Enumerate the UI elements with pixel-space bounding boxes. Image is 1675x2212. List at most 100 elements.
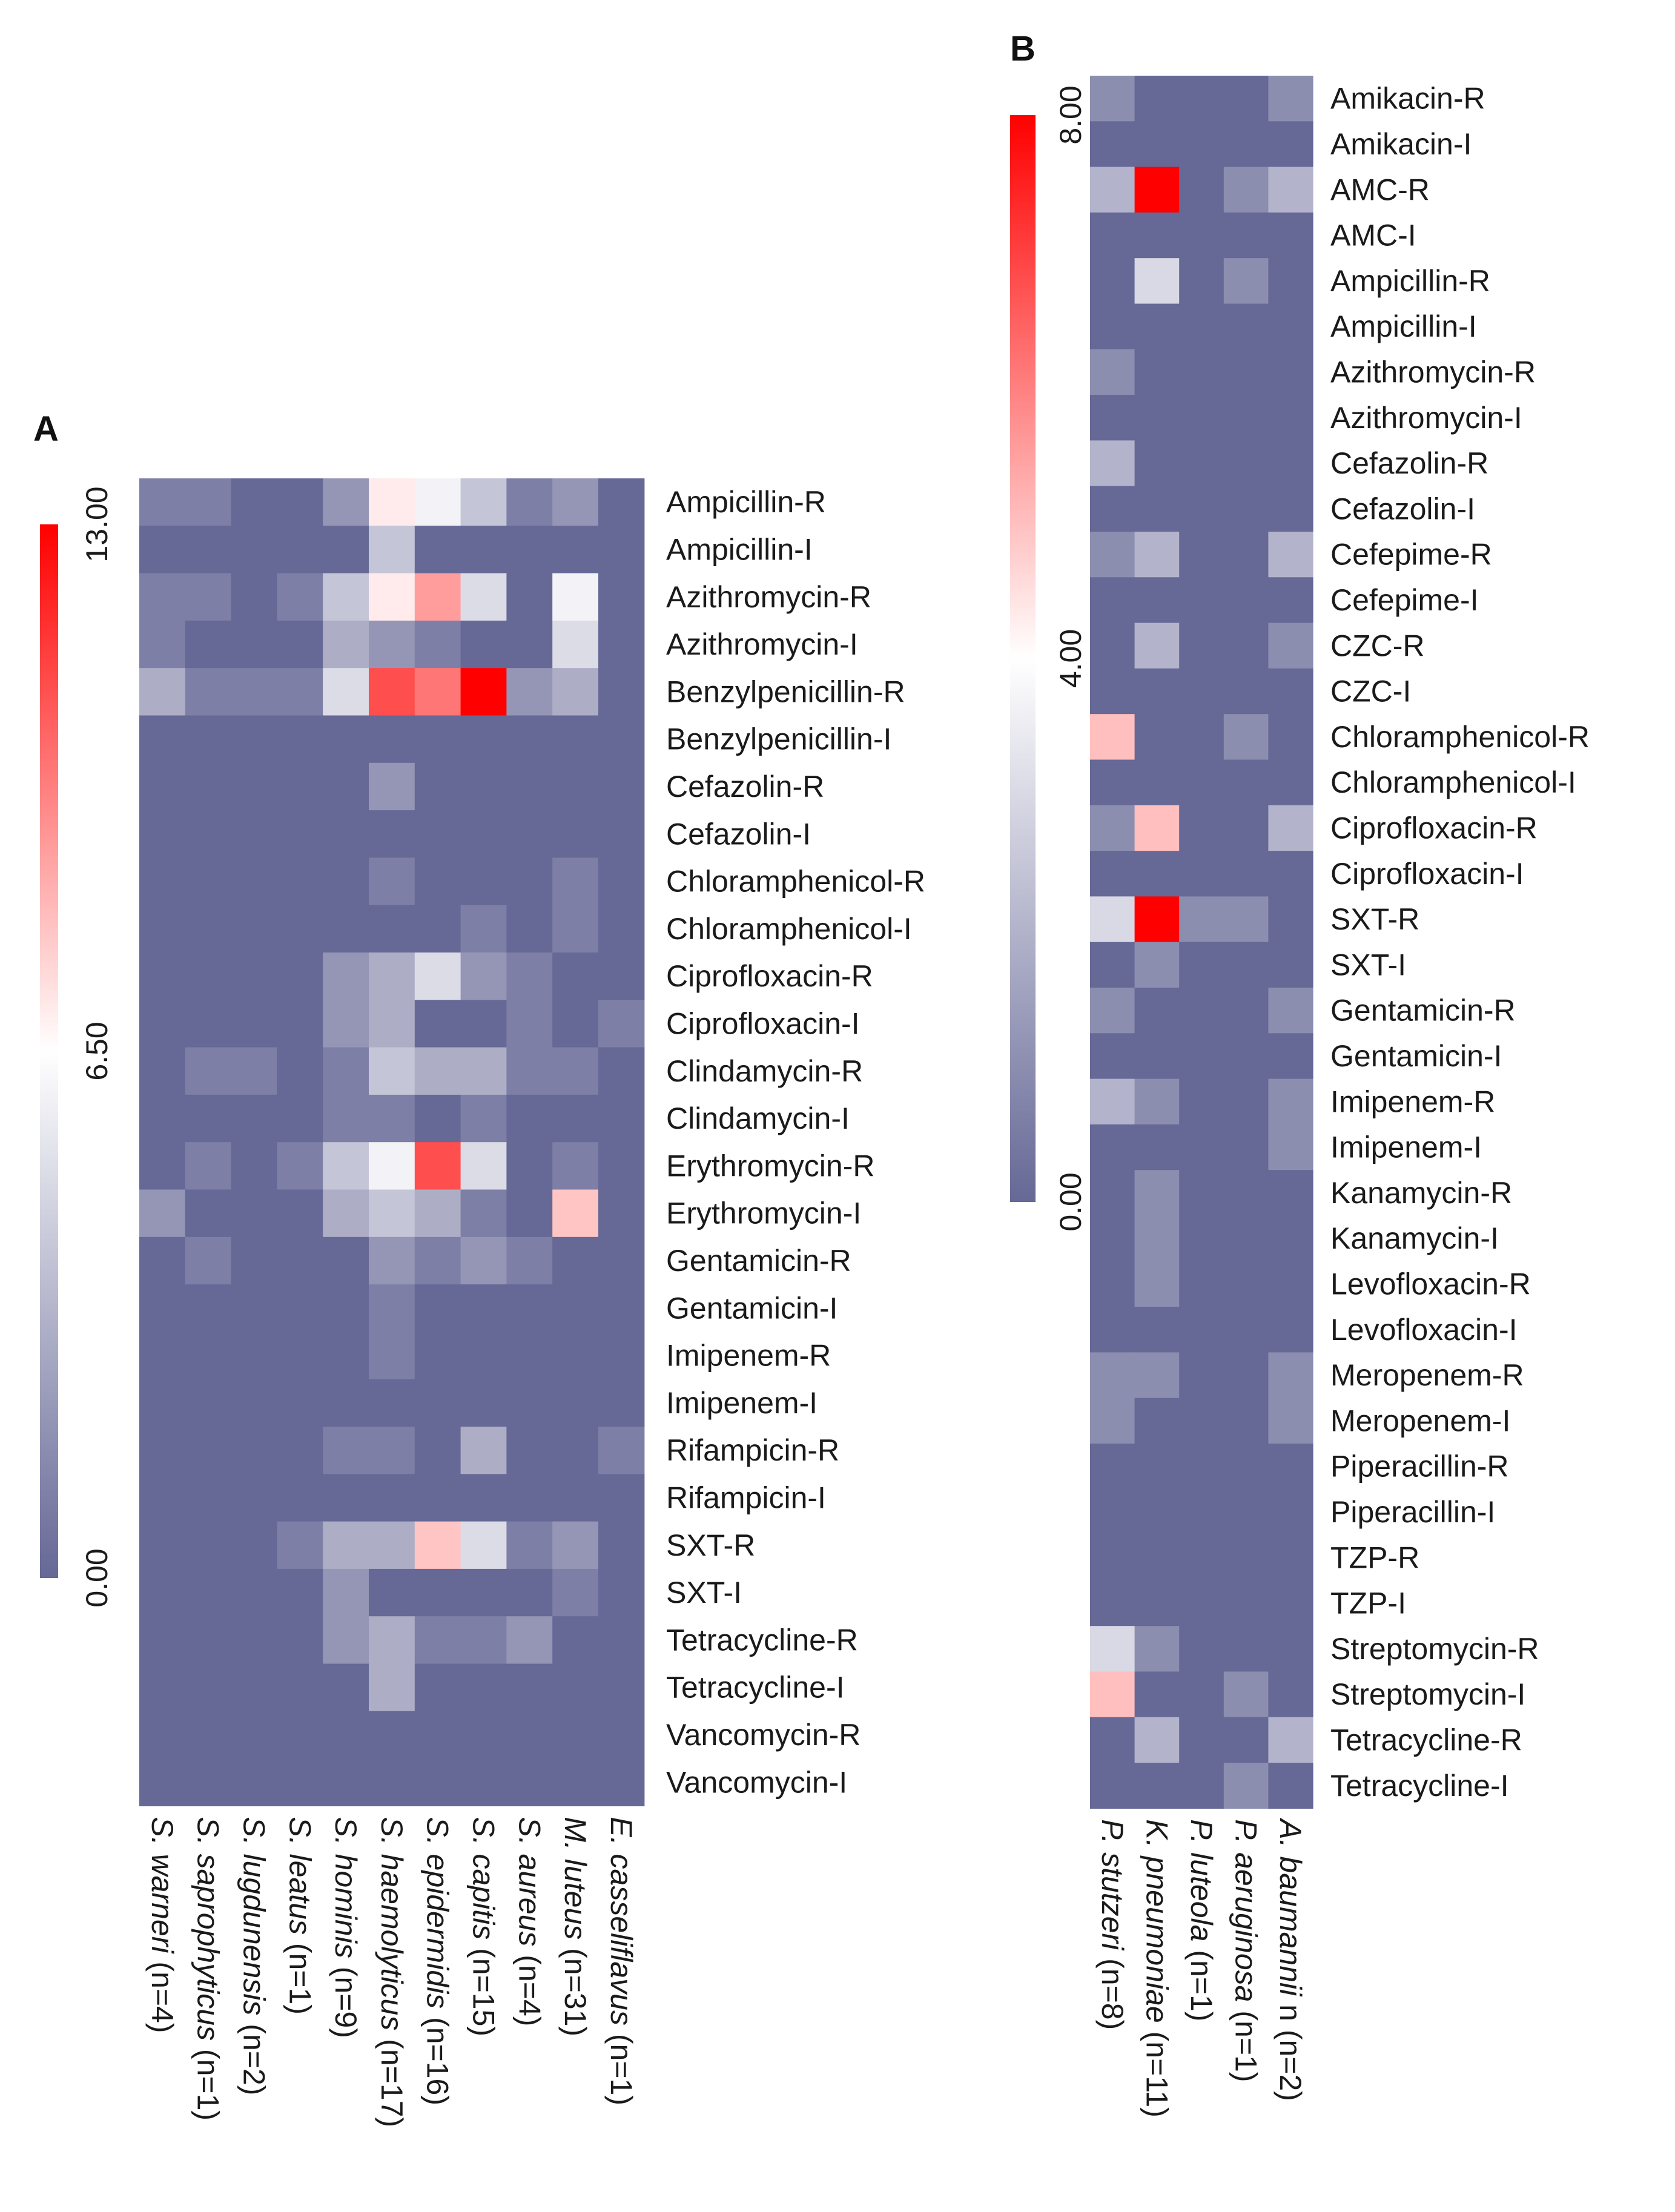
panel-a-cell-r7-c6 <box>414 810 461 858</box>
panel-a-cell-r1-c2 <box>231 526 277 574</box>
panel-b-cell-r22-c4 <box>1268 1078 1313 1125</box>
panel-a-cell-r23-c1 <box>185 1568 232 1617</box>
panel-b-cell-r37-c0 <box>1090 1763 1135 1809</box>
panel-b-cell-r16-c1 <box>1134 805 1180 851</box>
panel-a-cell-r4-c8 <box>506 668 553 716</box>
panel-b-row-label: Levofloxacin-I <box>1330 1313 1518 1347</box>
panel-b-cell-r9-c1 <box>1134 486 1180 532</box>
panel-a-cell-r13-c10 <box>598 1094 645 1143</box>
panel-a-row-label: Rifampicin-I <box>666 1481 826 1514</box>
panel-b-cell-r7-c1 <box>1134 395 1180 441</box>
panel-a-cell-r2-c10 <box>598 573 645 621</box>
panel-b-cell-r26-c2 <box>1179 1261 1224 1307</box>
panel-a-cell-r10-c0 <box>139 952 186 1000</box>
panel-b-cell-r5-c0 <box>1090 303 1135 350</box>
panel-b-cell-r30-c1 <box>1134 1444 1180 1490</box>
panel-a-cell-r2-c8 <box>506 573 553 621</box>
panel-b-cell-r2-c4 <box>1268 167 1313 213</box>
panel-a-row-label: Erythromycin-R <box>666 1149 874 1183</box>
panel-b-cell-r1-c1 <box>1134 121 1180 168</box>
panel-a-cell-r12-c2 <box>231 1047 277 1095</box>
panel-a-cell-r6-c9 <box>552 762 599 811</box>
panel-a-cell-r4-c7 <box>460 668 507 716</box>
panel-a-cell-r15-c1 <box>185 1189 232 1238</box>
panel-a-cell-r19-c8 <box>506 1379 553 1427</box>
panel-a-row-label: Cefazolin-I <box>666 817 811 851</box>
panel-a-cell-r15-c10 <box>598 1189 645 1238</box>
panel-a-cell-r15-c5 <box>369 1189 415 1238</box>
panel-a-cell-r10-c4 <box>323 952 369 1000</box>
panel-a-cell-r9-c8 <box>506 905 553 953</box>
panel-a-cell-r14-c10 <box>598 1142 645 1190</box>
panel-a-cell-r1-c1 <box>185 526 232 574</box>
panel-a-cell-r17-c2 <box>231 1284 277 1332</box>
panel-b-cell-r15-c4 <box>1268 759 1313 806</box>
panel-a-cell-r25-c4 <box>323 1663 369 1712</box>
panel-a-cell-r2-c1 <box>185 573 232 621</box>
panel-a-cell-r4-c1 <box>185 668 232 716</box>
panel-b-row-label: Kanamycin-R <box>1330 1176 1512 1210</box>
panel-b-cell-r15-c1 <box>1134 759 1180 806</box>
panel-a-row-label: SXT-I <box>666 1576 742 1609</box>
panel-a-row-label: Ampicillin-R <box>666 485 826 519</box>
panel-a-cell-r13-c6 <box>414 1094 461 1143</box>
panel-a-cell-r26-c8 <box>506 1711 553 1759</box>
panel-a-cell-r16-c3 <box>277 1236 323 1285</box>
panel-a-row-label: Imipenem-I <box>666 1386 818 1420</box>
panel-b-cell-r24-c4 <box>1268 1170 1313 1217</box>
panel-a-cell-r26-c7 <box>460 1711 507 1759</box>
panel-a-cell-r8-c5 <box>369 857 415 906</box>
panel-a-cell-r19-c9 <box>552 1379 599 1427</box>
panel-a-cell-r3-c9 <box>552 620 599 669</box>
panel-a-cell-r17-c10 <box>598 1284 645 1332</box>
panel-a-cell-r7-c5 <box>369 810 415 858</box>
panel-b-cell-r28-c4 <box>1268 1352 1313 1399</box>
panel-a-row-labels: Ampicillin-R Ampicillin-I Azithromycin-R Az… <box>666 485 925 1799</box>
panel-a-cell-r18-c6 <box>414 1332 461 1380</box>
panel-b-cell-r7-c3 <box>1223 395 1269 441</box>
panel-a-cell-r11-c8 <box>506 1000 553 1048</box>
panel-b-cell-r25-c2 <box>1179 1215 1224 1262</box>
panel-a-cell-r20-c8 <box>506 1427 553 1474</box>
panel-a-cell-r9-c6 <box>414 905 461 953</box>
panel-a-cell-r20-c9 <box>552 1427 599 1474</box>
panel-a-cell-r25-c3 <box>277 1663 323 1712</box>
panel-a-cell-r13-c9 <box>552 1094 599 1143</box>
panel-b-cell-r18-c3 <box>1223 896 1269 943</box>
panel-a-cell-r20-c3 <box>277 1427 323 1474</box>
panel-a-cell-r20-c1 <box>185 1427 232 1474</box>
panel-a-cell-r27-c2 <box>231 1758 277 1806</box>
panel-a-cell-r14-c8 <box>506 1142 553 1190</box>
panel-a-row-label: Imipenem-R <box>666 1339 831 1373</box>
panel-a-cell-r26-c5 <box>369 1711 415 1759</box>
panel-a-cell-r5-c6 <box>414 715 461 764</box>
panel-b-row-label: Gentamicin-R <box>1330 994 1516 1028</box>
panel-a-column-label: S. lugdunensis (n=2) <box>237 1817 271 2095</box>
panel-a-cell-r7-c8 <box>506 810 553 858</box>
panel-a-cell-r8-c9 <box>552 857 599 906</box>
panel-a-cell-r20-c4 <box>323 1427 369 1474</box>
panel-a-row-label: Tetracycline-R <box>666 1623 858 1657</box>
panel-a-cell-r14-c5 <box>369 1142 415 1190</box>
panel-a-cell-r25-c2 <box>231 1663 277 1712</box>
panel-a-cell-r3-c6 <box>414 620 461 669</box>
panel-a-cell-r18-c4 <box>323 1332 369 1380</box>
panel-a-cell-r22-c0 <box>139 1521 186 1570</box>
panel-b-scale-tick-label: 8.00 <box>1054 85 1088 144</box>
panel-a-cell-r26-c10 <box>598 1711 645 1759</box>
panel-b-cell-r10-c0 <box>1090 532 1135 578</box>
panel-b-row-labels: Amikacin-R Amikacin-I AMC-R AMC-I Ampicillin… <box>1330 82 1590 1803</box>
panel-b-row-label: Streptomycin-I <box>1330 1677 1525 1711</box>
panel-a-cell-r16-c10 <box>598 1236 645 1285</box>
panel-b-cell-r23-c4 <box>1268 1124 1313 1170</box>
panel-a-column-label: S. aureus (n=4) <box>512 1817 546 2026</box>
panel-b-row-label: CZC-R <box>1330 629 1425 662</box>
panel-a-cell-r4-c9 <box>552 668 599 716</box>
panel-a-cell-r12-c10 <box>598 1047 645 1095</box>
panel-b-cell-r16-c0 <box>1090 805 1135 851</box>
panel-a-letter: A <box>33 409 59 449</box>
panel-a-cell-r2-c2 <box>231 573 277 621</box>
panel-b-row-label: Ampicillin-R <box>1330 264 1490 298</box>
panel-a-cell-r18-c5 <box>369 1332 415 1380</box>
